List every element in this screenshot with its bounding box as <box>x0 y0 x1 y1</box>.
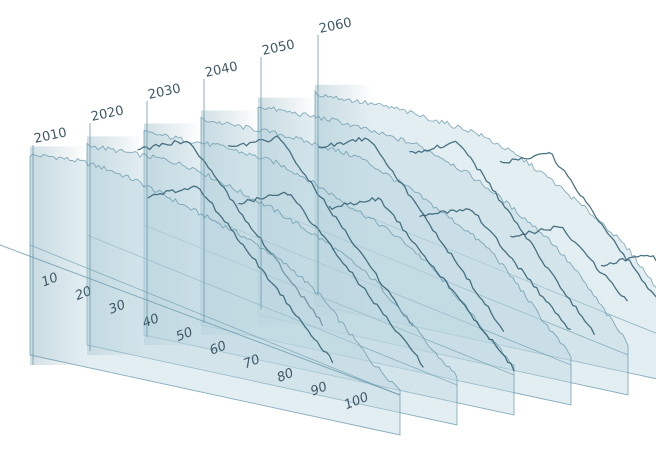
cohort-ridge-2010-50 <box>147 185 334 364</box>
cohort-ridge-2030-40 <box>228 135 414 327</box>
year-baseline-2030 <box>143 224 515 376</box>
year-plane-2020 <box>86 136 458 426</box>
age-tick-label: 70 <box>241 352 262 372</box>
year-planes <box>29 84 656 436</box>
age-envelope-2060 <box>314 89 656 380</box>
cohort-ridge-2020-30 <box>137 139 324 327</box>
year-label: 2050 <box>261 37 296 59</box>
age-tick-label: 90 <box>309 379 330 399</box>
age-tick-label: 60 <box>208 338 229 358</box>
year-label: 2060 <box>318 15 353 37</box>
year-wall-2050 <box>258 97 316 325</box>
year-label: 2020 <box>90 103 125 125</box>
year-baseline-2060 <box>314 194 656 334</box>
year-label: 2030 <box>147 81 182 103</box>
year-baseline-2020 <box>86 234 458 386</box>
age-tick-label: 40 <box>140 311 161 331</box>
year-baseline-2040 <box>200 214 572 366</box>
age-tick-label: 80 <box>275 366 296 386</box>
age-axis-line <box>0 244 401 396</box>
cohort-ridge-2060-100 <box>600 254 656 267</box>
year-label: 2010 <box>33 125 68 147</box>
year-wall-2040 <box>201 110 259 335</box>
year-wall-2030 <box>144 123 202 345</box>
age-tick-label: 30 <box>107 298 128 318</box>
cohort-ridge-2020-60 <box>238 191 424 368</box>
age-tick-label: 10 <box>40 270 61 290</box>
year-plane-2040 <box>200 110 572 406</box>
cohort-ridge-2040-80 <box>419 208 571 331</box>
year-plane-2010 <box>29 146 401 436</box>
cohort-ridge-2050-90 <box>510 225 628 302</box>
age-tick-label: 20 <box>73 284 94 304</box>
year-plane-2030 <box>143 123 515 416</box>
cohort-ridge-2060-70 <box>499 151 656 298</box>
year-baseline-2010 <box>29 244 401 396</box>
age-tick-label: 50 <box>174 325 195 345</box>
year-wall-2010 <box>30 146 88 365</box>
year-label: 2040 <box>204 59 239 81</box>
year-plane-2060 <box>314 84 656 380</box>
cohort-ridge-2040-50 <box>318 136 505 333</box>
cohort-ridge-2030-70 <box>328 196 515 372</box>
cohort-ridge-2050-60 <box>409 140 595 336</box>
